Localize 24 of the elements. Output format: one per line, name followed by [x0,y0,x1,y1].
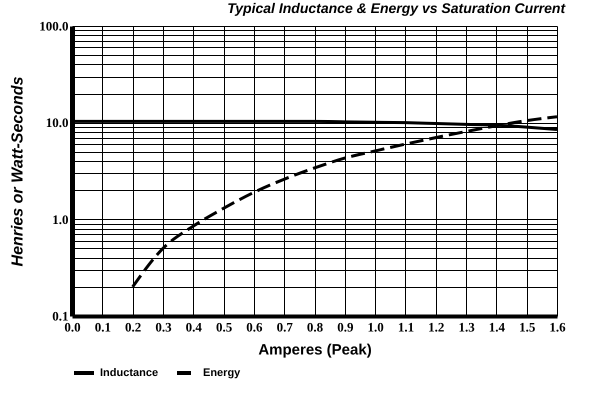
x-tick-label: 0.7 [276,320,294,334]
x-tick-label: 0.9 [337,320,354,334]
x-tick-label: 0.1 [94,320,111,334]
x-tick-label: 1.4 [488,320,506,334]
y-tick-label: 10.0 [46,115,68,130]
y-axis-title: Henries or Watt-Seconds [9,76,26,266]
x-tick-label: 0.5 [216,320,233,334]
x-tick-label: 1.5 [519,320,536,334]
x-axis-title: Amperes (Peak) [258,342,372,358]
x-tick-label: 1.6 [549,320,566,334]
x-tick-label: 1.0 [368,320,384,334]
x-tick-label: 0.8 [306,320,324,334]
x-tick-label: 0.6 [246,320,263,334]
legend-label: Energy [203,367,242,379]
x-tick-label: 0.2 [125,320,142,334]
chart-title: Typical Inductance & Energy vs Saturation Current [227,0,566,16]
y-tick-label: 100.0 [39,18,68,34]
x-tick-label: 1.1 [398,320,414,334]
x-tick-label: 0.4 [186,320,202,334]
x-tick-label: 1.3 [458,320,476,334]
legend-label: Inductance [100,367,158,379]
x-tick-label: 0.3 [155,320,172,334]
x-tick-label: 1.2 [428,320,444,334]
y-tick-label: 1.0 [52,212,68,227]
